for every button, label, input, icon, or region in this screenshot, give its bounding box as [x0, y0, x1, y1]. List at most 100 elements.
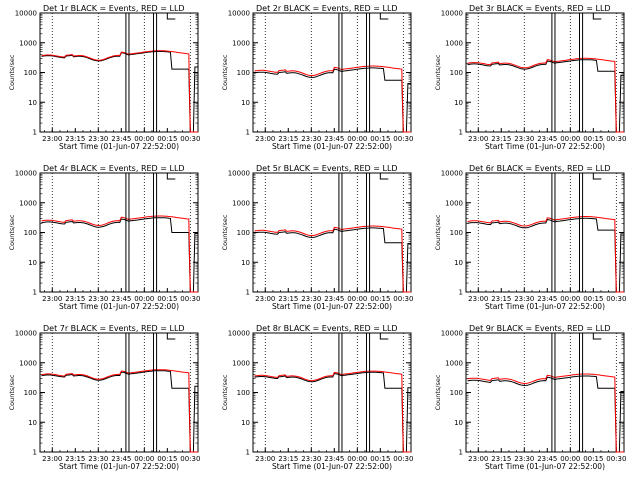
y-tick-label: 1: [246, 129, 250, 137]
x-tick-label: 23:15: [278, 135, 298, 143]
x-tick-label: 23:45: [111, 135, 131, 143]
x-axis-label: Start Time (01-Jun-07 22:52:00): [485, 142, 605, 151]
y-tick-label: 10000: [228, 330, 250, 338]
lld-series-line: [41, 215, 198, 293]
x-tick-label: 23:30: [514, 455, 534, 463]
y-tick-label: 100: [450, 389, 463, 397]
y-tick-label: 100: [237, 229, 250, 237]
interval-bracket: [379, 13, 389, 20]
chart-panel-6: Det 6r BLACK = Events, RED = LLD 23:00 23:…: [434, 164, 626, 311]
y-tick-label: 10: [28, 419, 37, 427]
y-tick-label: 10000: [228, 10, 250, 18]
x-tick-label: 00:30: [393, 295, 413, 303]
x-tick-label: 23:00: [468, 135, 488, 143]
y-tick-label: 10000: [228, 170, 250, 178]
x-axis-label: Start Time (01-Jun-07 22:52:00): [272, 142, 392, 151]
x-tick-label: 23:45: [324, 135, 344, 143]
lld-series-line: [254, 370, 411, 453]
events-series-line: [467, 217, 624, 293]
y-tick-label: 100: [450, 229, 463, 237]
chart-title: Det 9r BLACK = Events, RED = LLD: [469, 324, 611, 333]
x-tick-label: 23:45: [537, 455, 557, 463]
events-series-line: [41, 217, 198, 293]
interval-bracket: [166, 173, 176, 180]
x-tick-label: 00:15: [583, 455, 603, 463]
x-tick-label: 23:00: [42, 295, 62, 303]
x-tick-label: 23:15: [278, 295, 298, 303]
plot-frame: [465, 12, 625, 133]
x-tick-label: 00:00: [560, 295, 580, 303]
events-series-line: [254, 227, 411, 293]
y-axis-label: Counts/sec: [8, 214, 16, 250]
y-tick-label: 1000: [19, 39, 37, 47]
y-tick-label: 1: [459, 289, 463, 297]
y-axis-label: Counts/sec: [434, 214, 442, 250]
y-tick-label: 10: [454, 259, 463, 267]
x-axis-label: Start Time (01-Jun-07 22:52:00): [485, 302, 605, 311]
x-tick-label: 00:00: [347, 455, 367, 463]
x-tick-label: 00:15: [157, 135, 177, 143]
chart-title: Det 1r BLACK = Events, RED = LLD: [43, 4, 185, 13]
x-tick-label: 23:00: [468, 295, 488, 303]
x-tick-label: 23:30: [301, 455, 321, 463]
chart-title: Det 4r BLACK = Events, RED = LLD: [43, 164, 185, 173]
y-tick-label: 100: [24, 389, 37, 397]
x-tick-label: 23:30: [301, 295, 321, 303]
x-tick-label: 00:00: [134, 135, 154, 143]
interval-bracket: [592, 13, 602, 20]
x-tick-label: 23:45: [111, 295, 131, 303]
y-tick-label: 10: [28, 259, 37, 267]
y-tick-label: 10000: [441, 330, 463, 338]
interval-bracket: [379, 333, 389, 340]
y-axis-label: Counts/sec: [434, 54, 442, 90]
y-tick-label: 10000: [15, 170, 37, 178]
y-tick-label: 10: [241, 99, 250, 107]
chart-title: Det 3r BLACK = Events, RED = LLD: [469, 4, 611, 13]
x-tick-label: 23:15: [491, 135, 511, 143]
events-series-line: [467, 375, 624, 453]
x-tick-label: 23:15: [65, 455, 85, 463]
interval-bracket: [166, 13, 176, 20]
lld-series-line: [467, 373, 624, 453]
events-series-line: [467, 59, 624, 133]
x-tick-label: 23:15: [278, 455, 298, 463]
chart-title: Det 5r BLACK = Events, RED = LLD: [256, 164, 398, 173]
chart-panel-4: Det 4r BLACK = Events, RED = LLD 23:00 23:…: [8, 164, 200, 311]
x-axis-label: Start Time (01-Jun-07 22:52:00): [59, 142, 179, 151]
x-tick-label: 00:30: [606, 135, 626, 143]
x-tick-label: 00:30: [180, 135, 200, 143]
x-tick-label: 23:30: [301, 135, 321, 143]
y-tick-label: 10000: [441, 10, 463, 18]
y-tick-label: 1: [33, 129, 37, 137]
x-tick-label: 23:15: [491, 295, 511, 303]
x-tick-label: 23:15: [491, 455, 511, 463]
y-axis-label: Counts/sec: [8, 374, 16, 410]
plot-frame: [465, 332, 625, 453]
x-tick-label: 23:30: [88, 295, 108, 303]
interval-bracket: [592, 333, 602, 340]
events-series-line: [41, 370, 198, 453]
chart-title: Det 6r BLACK = Events, RED = LLD: [469, 164, 611, 173]
y-tick-label: 1: [246, 449, 250, 457]
y-tick-label: 1: [33, 449, 37, 457]
chart-title: Det 7r BLACK = Events, RED = LLD: [43, 324, 185, 333]
interval-bracket: [166, 333, 176, 340]
events-series-line: [254, 67, 411, 133]
y-tick-label: 1000: [232, 359, 250, 367]
x-tick-label: 00:00: [134, 295, 154, 303]
x-tick-label: 23:45: [324, 455, 344, 463]
x-axis-label: Start Time (01-Jun-07 22:52:00): [485, 462, 605, 471]
y-tick-label: 1000: [232, 39, 250, 47]
x-tick-label: 00:30: [180, 455, 200, 463]
x-tick-label: 23:45: [111, 455, 131, 463]
x-tick-label: 00:30: [606, 295, 626, 303]
x-tick-label: 00:00: [347, 295, 367, 303]
x-tick-label: 00:00: [134, 455, 154, 463]
y-axis-label: Counts/sec: [221, 374, 229, 410]
y-tick-label: 1: [33, 289, 37, 297]
